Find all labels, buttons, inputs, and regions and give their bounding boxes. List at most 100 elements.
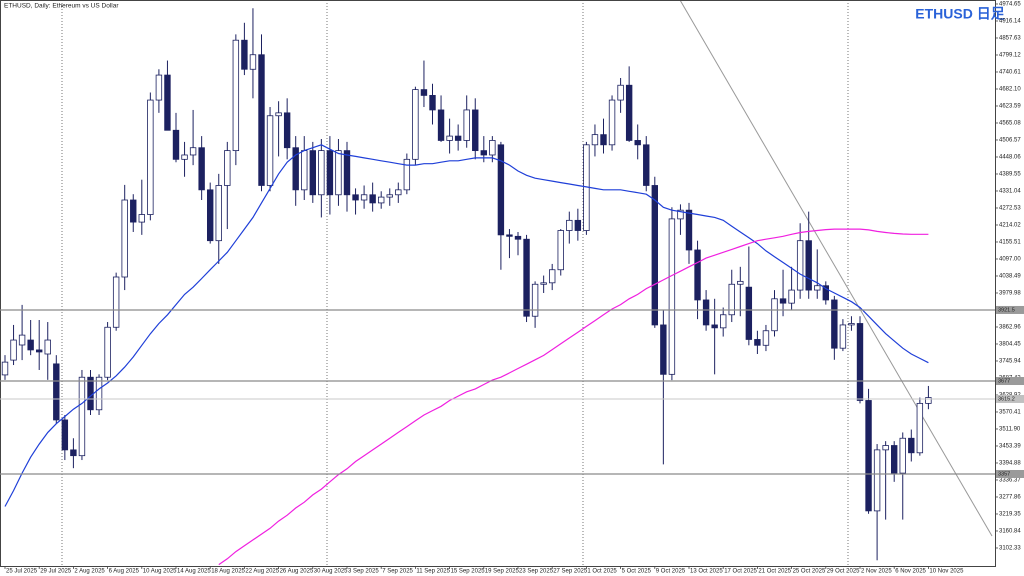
- candle-body: [506, 234, 513, 237]
- x-tick-label: 25 Jul 2025: [6, 569, 38, 575]
- candle-body: [18, 334, 26, 346]
- candle-body: [326, 150, 334, 196]
- candle-body: [762, 330, 770, 346]
- month-separators: [61, 0, 849, 566]
- y-tick-label: 3102.33: [999, 546, 1021, 552]
- y-tick-label: 4623.59: [999, 104, 1021, 110]
- candle-body: [1, 361, 9, 376]
- plot-border: [0, 0, 996, 567]
- candle-body: [335, 150, 342, 196]
- candle-body: [95, 376, 103, 411]
- candle-body: [822, 285, 829, 301]
- candle-body: [258, 54, 265, 186]
- y-tick-label: 3160.84: [999, 529, 1021, 535]
- candle-body: [702, 299, 710, 326]
- x-tick-label: 6 Nov 2025: [895, 569, 926, 575]
- trend-line: [679, 0, 993, 537]
- candle-body: [677, 209, 684, 220]
- candle-body: [369, 194, 376, 204]
- x-tick-label: 5 Oct 2025: [622, 569, 652, 575]
- x-tick-label: 1 Oct 2025: [587, 569, 617, 575]
- y-tick-label: 4799.12: [999, 53, 1021, 59]
- candle-body: [873, 449, 881, 512]
- candle-body: [839, 324, 847, 349]
- candle-body: [70, 449, 77, 457]
- candle-body: [241, 39, 248, 70]
- candle-body: [215, 185, 222, 242]
- candle-body: [668, 218, 676, 375]
- candle-body: [309, 150, 316, 196]
- candle-body: [557, 230, 564, 271]
- y-tick-label: 4097.00: [999, 257, 1021, 263]
- y-tick-label: 4331.04: [999, 189, 1021, 195]
- candle-body: [275, 112, 282, 117]
- y-tick-label: 4272.53: [999, 206, 1021, 212]
- moving-average-line: [218, 228, 929, 566]
- y-tick-label: 4214.02: [999, 223, 1021, 229]
- candle-body: [480, 150, 487, 156]
- candle-body: [181, 154, 188, 160]
- candle-body: [728, 283, 735, 316]
- candle-body: [685, 209, 693, 251]
- plot: [1, 8, 932, 566]
- candle-body: [754, 339, 761, 346]
- y-tick-label: 3277.86: [999, 495, 1021, 501]
- x-tick-label: 2 Nov 2025: [861, 569, 892, 575]
- candle-body: [112, 276, 120, 328]
- candle-body: [446, 135, 453, 141]
- y-tick-label: 4565.08: [999, 121, 1021, 127]
- candle-body: [779, 298, 787, 304]
- candle-body: [61, 419, 69, 451]
- y-tick-label: 4506.57: [999, 138, 1021, 144]
- candle-body: [737, 280, 744, 285]
- chart-title: ETHUSD, Daily: Ethereum vs US Dollar: [4, 3, 119, 10]
- candle-body: [352, 194, 359, 201]
- y-tick-label: 4155.51: [999, 240, 1021, 246]
- candle-body: [591, 134, 599, 146]
- y-tick-label: 4974.65: [999, 2, 1021, 8]
- candle-body: [27, 339, 34, 351]
- x-tick-label: 13 Oct 2025: [690, 569, 723, 575]
- candle-body: [292, 147, 299, 191]
- y-tick-label: 3394.88: [999, 461, 1021, 467]
- candle-body: [720, 314, 727, 329]
- candle-body: [249, 54, 257, 70]
- candle-body: [566, 219, 573, 231]
- candle-body: [87, 376, 94, 411]
- candle-body: [497, 144, 505, 236]
- y-tick-label: 3804.45: [999, 342, 1021, 348]
- candle-body: [617, 84, 624, 101]
- candle-body: [531, 283, 539, 317]
- candle-body: [172, 129, 180, 160]
- candle-body: [814, 285, 821, 291]
- candle-body: [412, 89, 419, 160]
- candle-body: [634, 140, 641, 146]
- x-tick-label: 21 Oct 2025: [758, 569, 791, 575]
- level-label-box: [996, 305, 1024, 314]
- candle-body: [514, 235, 522, 240]
- x-tick-label: 30 Aug 2025: [314, 569, 348, 575]
- x-tick-label: 7 Sep 2025: [382, 569, 413, 575]
- candle-body: [232, 39, 240, 152]
- x-tick-label: 29 Oct 2025: [827, 569, 860, 575]
- candle-body: [908, 437, 915, 454]
- x-tick-label: 18 Aug 2025: [211, 569, 245, 575]
- level-label: 3357: [998, 471, 1010, 477]
- x-tick-label: 23 Sep 2025: [519, 569, 554, 575]
- x-tick-label: 6 Aug 2025: [109, 569, 140, 575]
- y-tick-label: 4448.06: [999, 155, 1021, 161]
- y-tick-label: 4389.55: [999, 172, 1021, 178]
- x-tick-label: 26 Aug 2025: [280, 569, 314, 575]
- symbol-badge: ETHUSD 日足: [915, 6, 1005, 22]
- candle-body: [574, 219, 582, 231]
- candle-body: [36, 349, 43, 353]
- candle-body: [53, 363, 60, 421]
- candle-body: [138, 214, 145, 223]
- candle-body: [130, 199, 137, 223]
- candle-body: [651, 185, 658, 326]
- current-price-label: 3615.2: [998, 396, 1015, 402]
- candle-body: [318, 150, 325, 196]
- candle-body: [831, 299, 838, 349]
- moving-average-line: [4, 144, 929, 507]
